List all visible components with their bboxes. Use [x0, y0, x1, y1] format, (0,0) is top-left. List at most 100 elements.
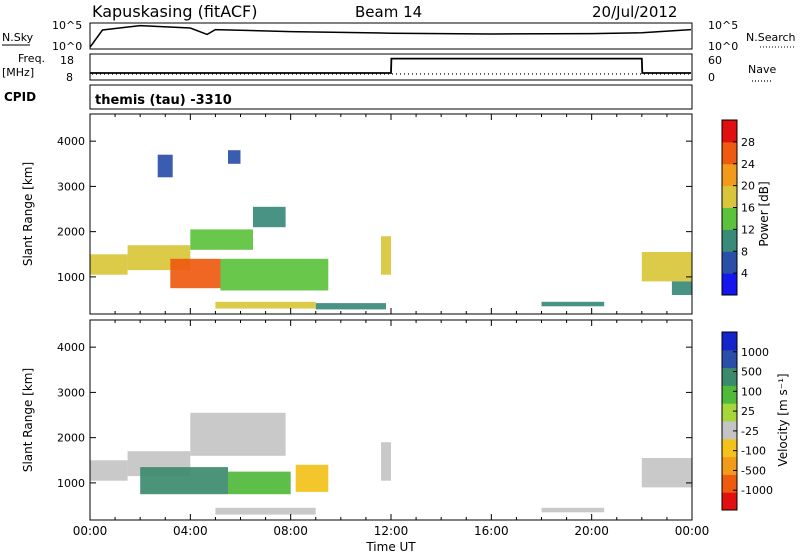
y-tick-label-3: 4000 — [57, 341, 85, 354]
x-tick-label-6: 00:00 — [675, 524, 710, 538]
data-region-9 — [541, 507, 605, 513]
power-colorbar-tick-label-4: 20 — [741, 180, 755, 193]
power-colorbar-swatch-3 — [722, 207, 737, 230]
velocity-data-regions — [90, 412, 692, 515]
power-ylabel: Slant Range [km] — [21, 162, 35, 266]
data-region-4 — [170, 258, 221, 289]
velocity-panel: 1000 2000 3000 4000 Slant Range [km] — [21, 319, 693, 521]
velocity-ylabel: Slant Range [km] — [21, 368, 35, 472]
cpid-label: CPID — [4, 90, 36, 104]
velocity-colorbar-tick-label-4: -25 — [741, 425, 759, 438]
nsearch-label: N.Search — [746, 31, 796, 44]
velocity-colorbar-frame — [721, 331, 738, 511]
power-colorbar-swatch-7 — [722, 120, 737, 143]
velocity-colorbar-swatch-9 — [722, 332, 737, 351]
velocity-colorbar-swatch-7 — [722, 367, 737, 386]
power-axes: 1000 2000 3000 4000 — [57, 114, 693, 314]
data-region-2 — [190, 412, 286, 456]
velocity-colorbar-tick-label-1: 500 — [741, 366, 762, 379]
velocity-colorbar: 1000 500 100 25 -25 -100 -500 -1000 — [721, 331, 773, 511]
x-tick-label-3: 12:00 — [374, 524, 409, 538]
x-tick-label-4: 16:00 — [474, 524, 509, 538]
power-colorbar-swatch-6 — [722, 141, 737, 165]
noise-tick-left-lo: 10^0 — [52, 40, 82, 53]
y-tick-label-1: 2000 — [57, 432, 85, 445]
power-colorbar-swatch-2 — [722, 229, 737, 252]
data-region-7 — [315, 303, 386, 310]
power-panel: 1000 2000 3000 4000 Slant Range [km] — [21, 113, 693, 315]
noise-tick-right-lo: 10^0 — [708, 40, 738, 53]
velocity-colorbar-swatch-2 — [722, 456, 737, 475]
data-region-8 — [381, 236, 391, 275]
data-region-7 — [381, 442, 391, 481]
power-data-regions — [90, 150, 692, 310]
power-colorbar-tick-label-0: 4 — [741, 267, 748, 280]
power-colorbar-tick-label-5: 24 — [741, 158, 755, 171]
x-tick-label-0: 00:00 — [73, 524, 108, 538]
power-colorbar-tick-label-2: 12 — [741, 223, 755, 236]
data-region-8 — [641, 458, 692, 488]
velocity-axes: 1000 2000 3000 4000 — [57, 320, 693, 520]
station-title: Kapuskasing (fitACF) — [92, 2, 257, 21]
power-colorbar-tick-label-3: 16 — [741, 202, 755, 215]
power-colorbar-swatch-1 — [722, 251, 737, 274]
freq-tick-lo: 8 — [66, 71, 73, 84]
y-tick-label-3: 4000 — [57, 135, 85, 148]
freq-unit-label: [MHz] — [2, 66, 34, 79]
data-region-3 — [140, 467, 228, 495]
data-region-6 — [215, 301, 316, 309]
data-region-13 — [228, 150, 241, 164]
freq-series-line — [90, 57, 691, 74]
data-region-0 — [90, 460, 128, 481]
velocity-colorbar-swatch-6 — [722, 385, 737, 404]
data-region-5 — [295, 464, 329, 492]
power-colorbar-swatch-5 — [722, 163, 737, 187]
nsky-label: N.Sky — [2, 31, 34, 44]
data-region-3 — [253, 206, 286, 228]
data-region-4 — [228, 471, 291, 495]
velocity-colorbar-tick-label-0: 1000 — [741, 346, 769, 359]
cpid-value: themis (tau) -3310 — [95, 93, 232, 108]
y-tick-label-1: 2000 — [57, 226, 85, 239]
y-tick-label-2: 3000 — [57, 386, 85, 399]
data-region-12 — [157, 154, 173, 178]
freq-label: Freq. — [18, 52, 45, 65]
x-tick-label-5: 20:00 — [574, 524, 609, 538]
nave-tick-hi: 60 — [708, 54, 722, 67]
velocity-colorbar-tick-label-5: -100 — [741, 445, 766, 458]
time-tick-labels: 00:00 04:00 08:00 12:00 16:00 20:00 00:00 — [73, 524, 710, 538]
freq-tick-hi: 18 — [60, 54, 74, 67]
freq-panel: Freq. [MHz] 18 8 60 0 Nave — [2, 52, 776, 84]
velocity-colorbar-tick-label-7: -1000 — [741, 484, 773, 497]
power-colorbar-swatch-4 — [722, 185, 737, 208]
y-tick-label-0: 1000 — [57, 271, 85, 284]
y-tick-label-2: 3000 — [57, 180, 85, 193]
data-region-10 — [671, 281, 692, 295]
noise-tick-right-hi: 10^5 — [708, 19, 738, 32]
nsky-series-line — [89, 24, 692, 48]
data-region-9 — [641, 252, 692, 282]
velocity-colorbar-swatch-1 — [722, 474, 737, 493]
power-colorbar-label: Power [dB] — [757, 181, 771, 246]
velocity-colorbar-tick-label-2: 100 — [741, 385, 762, 398]
velocity-colorbar-swatch-8 — [722, 349, 737, 369]
data-region-11 — [541, 301, 605, 307]
x-tick-label-1: 04:00 — [173, 524, 208, 538]
power-colorbar-tick-label-1: 8 — [741, 245, 748, 258]
data-region-5 — [220, 258, 329, 291]
power-colorbar: 4 8 12 16 20 24 28 — [721, 119, 755, 296]
velocity-colorbar-label: Velocity [m s⁻¹] — [776, 373, 790, 466]
nave-label: Nave — [748, 63, 776, 76]
x-tick-label-2: 08:00 — [273, 524, 308, 538]
velocity-colorbar-swatch-3 — [722, 438, 737, 458]
velocity-colorbar-swatch-5 — [722, 403, 737, 422]
cpid-panel: CPID themis (tau) -3310 — [4, 84, 693, 110]
data-region-2 — [190, 229, 253, 250]
noise-tick-left-hi: 10^5 — [52, 19, 82, 32]
y-tick-label-0: 1000 — [57, 477, 85, 490]
velocity-colorbar-tick-label-6: -500 — [741, 464, 766, 477]
date-label: 20/Jul/2012 — [592, 3, 677, 21]
velocity-colorbar-tick-label-3: 25 — [741, 405, 755, 418]
xlabel: Time UT — [365, 540, 416, 554]
